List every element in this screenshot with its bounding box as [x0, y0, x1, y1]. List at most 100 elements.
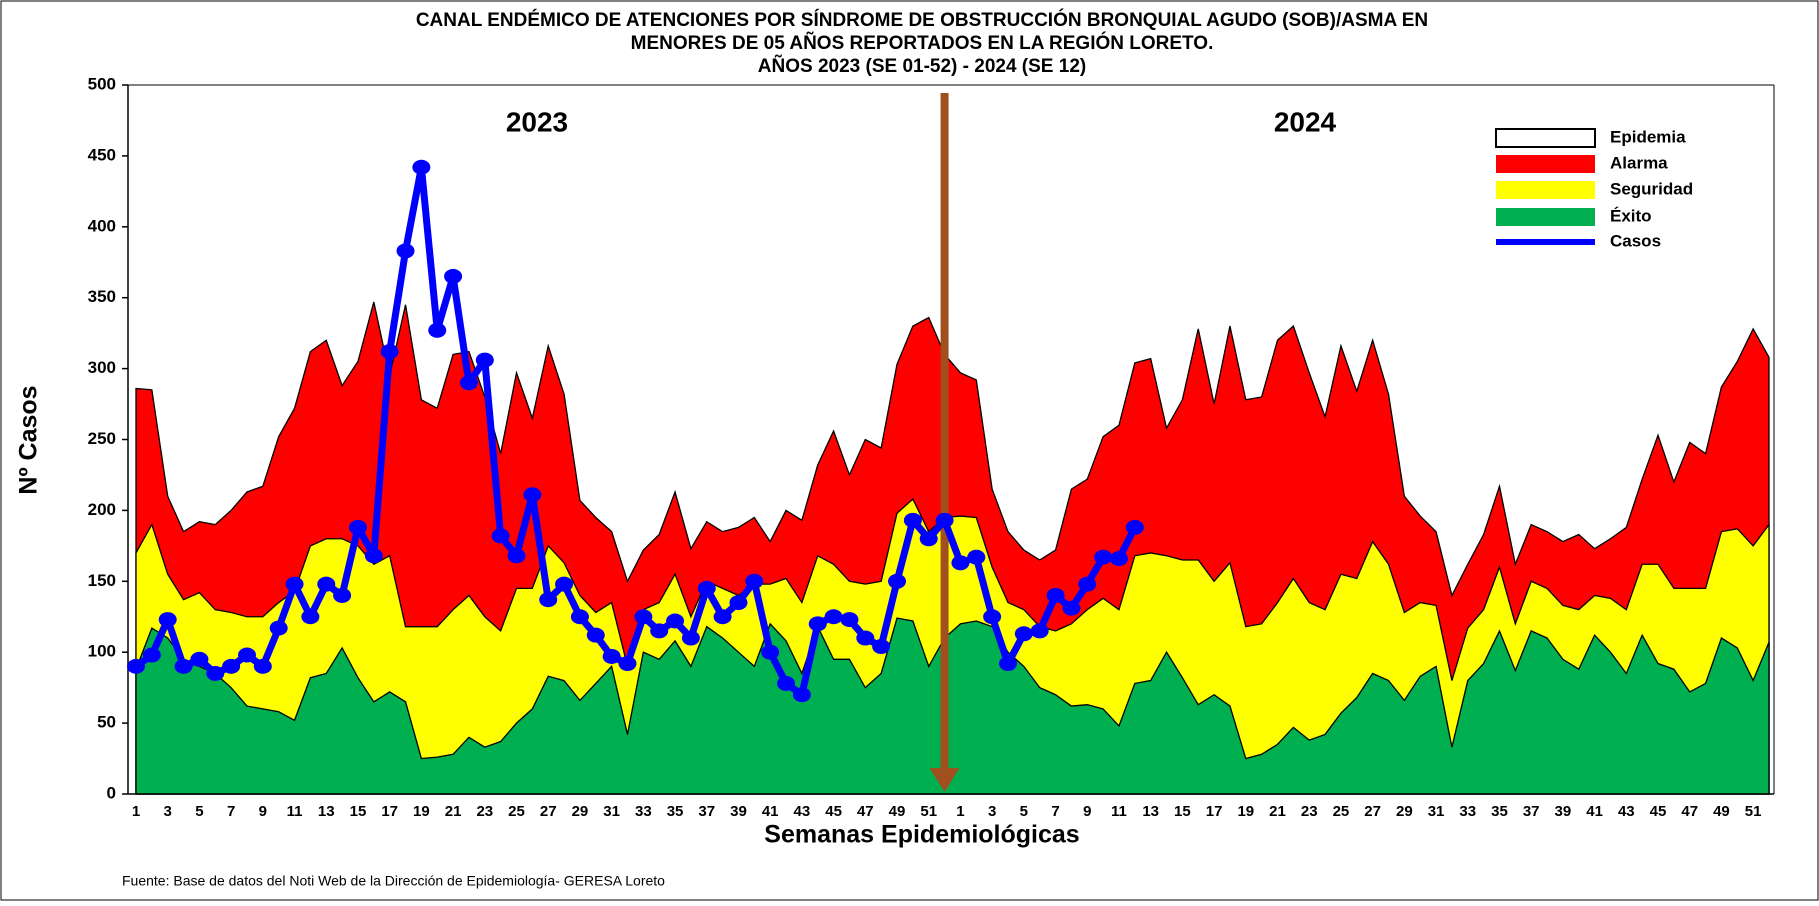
- x-tick-label: 39: [730, 803, 747, 820]
- x-tick-label: 43: [1618, 803, 1635, 820]
- point: [808, 616, 827, 632]
- point: [142, 647, 161, 663]
- x-tick-label: 27: [540, 803, 557, 820]
- point: [1030, 623, 1049, 639]
- x-tick-label: 43: [794, 803, 811, 820]
- x-tick-label: 37: [698, 803, 715, 820]
- point: [158, 612, 177, 628]
- x-tick-label: 23: [476, 803, 493, 820]
- point: [301, 609, 320, 625]
- point: [570, 609, 589, 625]
- y-tick-label: 350: [88, 287, 116, 306]
- point: [697, 580, 716, 596]
- point: [618, 656, 637, 672]
- legend-swatch: [1496, 181, 1595, 199]
- y-tick-label: 150: [88, 571, 116, 590]
- x-tick-label: 31: [1428, 803, 1445, 820]
- point: [555, 576, 574, 592]
- x-tick-label: 49: [889, 803, 906, 820]
- point: [444, 268, 463, 284]
- x-tick-label: 45: [825, 803, 842, 820]
- point: [222, 658, 241, 674]
- legend-label: Alarma: [1610, 153, 1668, 172]
- x-tick-label: 19: [413, 803, 430, 820]
- x-tick-label: 33: [1459, 803, 1476, 820]
- divider-arrow-head: [929, 768, 960, 792]
- x-tick-label: 31: [603, 803, 620, 820]
- point: [317, 576, 336, 592]
- x-tick-label: 37: [1523, 803, 1540, 820]
- x-tick-label: 7: [227, 803, 235, 820]
- chart-title: MENORES DE 05 AÑOS REPORTADOS EN LA REGI…: [631, 32, 1214, 54]
- x-tick-label: 51: [1745, 803, 1762, 820]
- y-axis-label: Nº Casos: [15, 385, 43, 494]
- point: [428, 322, 447, 338]
- annotation: 2024: [1274, 106, 1337, 137]
- x-tick-label: 51: [920, 803, 937, 820]
- point: [998, 656, 1017, 672]
- point: [919, 531, 938, 547]
- point: [1078, 576, 1097, 592]
- point: [650, 623, 669, 639]
- point: [475, 352, 494, 368]
- point: [523, 487, 542, 503]
- x-tick-label: 21: [445, 803, 462, 820]
- point: [380, 344, 399, 360]
- x-tick-label: 25: [1333, 803, 1350, 820]
- point: [396, 243, 415, 259]
- legend-label: Éxito: [1610, 206, 1652, 225]
- annotation: 2023: [506, 106, 568, 137]
- x-tick-label: 13: [1142, 803, 1159, 820]
- x-tick-label: 23: [1301, 803, 1318, 820]
- point: [1014, 626, 1033, 642]
- y-tick-label: 250: [88, 429, 116, 448]
- x-tick-label: 25: [508, 803, 525, 820]
- point: [190, 651, 209, 667]
- x-tick-label: 11: [1111, 803, 1127, 820]
- x-tick-label: 1: [132, 803, 140, 820]
- point: [888, 573, 907, 589]
- point: [729, 595, 748, 611]
- x-tick-label: 1: [956, 803, 964, 820]
- x-tick-label: 15: [350, 803, 367, 820]
- y-tick-label: 200: [88, 500, 116, 519]
- x-tick-label: 39: [1555, 803, 1572, 820]
- point: [903, 512, 922, 528]
- point: [983, 609, 1002, 625]
- point: [856, 630, 875, 646]
- y-tick-label: 500: [88, 74, 116, 93]
- point: [1094, 549, 1113, 565]
- point: [967, 549, 986, 565]
- legend-label: Epidemia: [1610, 127, 1686, 146]
- point: [459, 375, 478, 391]
- x-tick-label: 9: [1083, 803, 1091, 820]
- legend-swatch: [1496, 208, 1595, 226]
- point: [1062, 600, 1081, 616]
- x-tick-label: 29: [572, 803, 589, 820]
- point: [634, 609, 653, 625]
- chart-title: CANAL ENDÉMICO DE ATENCIONES POR SÍNDROM…: [416, 9, 1428, 31]
- x-tick-label: 33: [635, 803, 652, 820]
- point: [666, 613, 685, 629]
- legend-label: Casos: [1610, 231, 1661, 250]
- point: [681, 630, 700, 646]
- x-tick-label: 47: [857, 803, 874, 820]
- legend-label: Seguridad: [1610, 179, 1693, 198]
- point: [792, 687, 811, 703]
- point: [253, 658, 272, 674]
- point: [412, 159, 431, 175]
- y-tick-label: 50: [97, 713, 116, 732]
- x-tick-label: 17: [381, 803, 398, 820]
- point: [269, 620, 288, 636]
- point: [824, 609, 843, 625]
- y-tick-label: 450: [88, 145, 116, 164]
- x-tick-label: 13: [318, 803, 335, 820]
- y-tick-label: 400: [88, 216, 116, 235]
- point: [333, 587, 352, 603]
- x-tick-label: 3: [164, 803, 172, 820]
- point: [507, 548, 526, 564]
- point: [348, 519, 367, 535]
- x-tick-label: 19: [1237, 803, 1254, 820]
- area: [135, 617, 1770, 795]
